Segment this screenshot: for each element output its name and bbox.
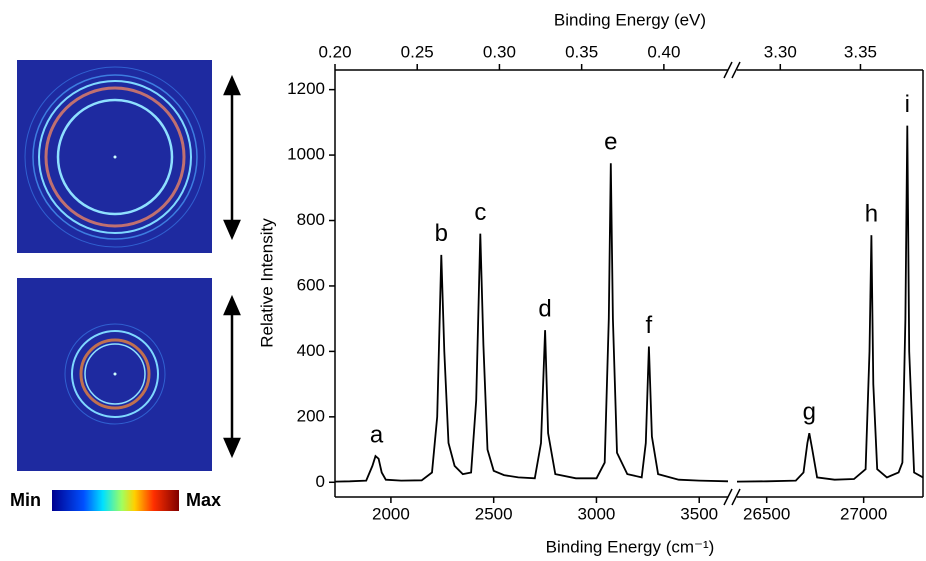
axis-break: [731, 61, 741, 79]
y-tick-label: 1000: [287, 145, 325, 164]
polarization-arrows: [223, 74, 241, 459]
x-tick-label: 26500: [743, 504, 790, 523]
x2-tick-label: 0.20: [318, 42, 351, 61]
y-tick-label: 400: [297, 341, 325, 360]
y-tick-label: 1200: [287, 79, 325, 98]
peak-label: g: [803, 399, 816, 426]
axis-break: [723, 488, 733, 506]
colorbar-min: Min: [10, 490, 41, 510]
colorbar-max: Max: [186, 490, 221, 510]
spectrum-line: [736, 125, 924, 483]
x-tick-label: 3500: [680, 504, 718, 523]
spectrum-line: [334, 163, 729, 483]
peak-label: a: [370, 421, 384, 448]
x2-tick-label: 0.35: [565, 42, 598, 61]
y-tick-label: 200: [297, 406, 325, 425]
peak-label: d: [538, 295, 551, 322]
axis-break: [731, 488, 741, 506]
image-bottom: [17, 278, 212, 471]
y-tick-label: 800: [297, 210, 325, 229]
x-tick-label: 3000: [578, 504, 616, 523]
peak-label: h: [865, 201, 878, 228]
y-tick-label: 0: [316, 472, 325, 491]
y-axis-title: Relative Intensity: [257, 218, 276, 348]
x-tick-label: 27000: [840, 504, 887, 523]
x2-tick-label: 0.25: [401, 42, 434, 61]
x2-axis-title: Binding Energy (eV): [554, 10, 706, 29]
axis-break: [729, 62, 736, 78]
colorbar: [52, 490, 179, 511]
image-top: [17, 60, 212, 253]
x2-tick-label: 3.30: [764, 42, 797, 61]
peak-label: b: [435, 220, 448, 247]
peak-label: f: [646, 312, 653, 339]
x-tick-label: 2500: [475, 504, 513, 523]
x-axis-title: Binding Energy (cm⁻¹): [546, 537, 715, 556]
peak-label: i: [905, 91, 910, 118]
x-tick-label: 2000: [372, 504, 410, 523]
y-tick-label: 600: [297, 275, 325, 294]
x2-tick-label: 3.35: [844, 42, 877, 61]
peak-label: c: [474, 199, 486, 226]
axis-break: [729, 489, 736, 505]
peak-label: e: [604, 129, 617, 156]
x2-tick-label: 0.30: [483, 42, 516, 61]
x2-tick-label: 0.40: [647, 42, 680, 61]
axis-break: [723, 61, 733, 79]
